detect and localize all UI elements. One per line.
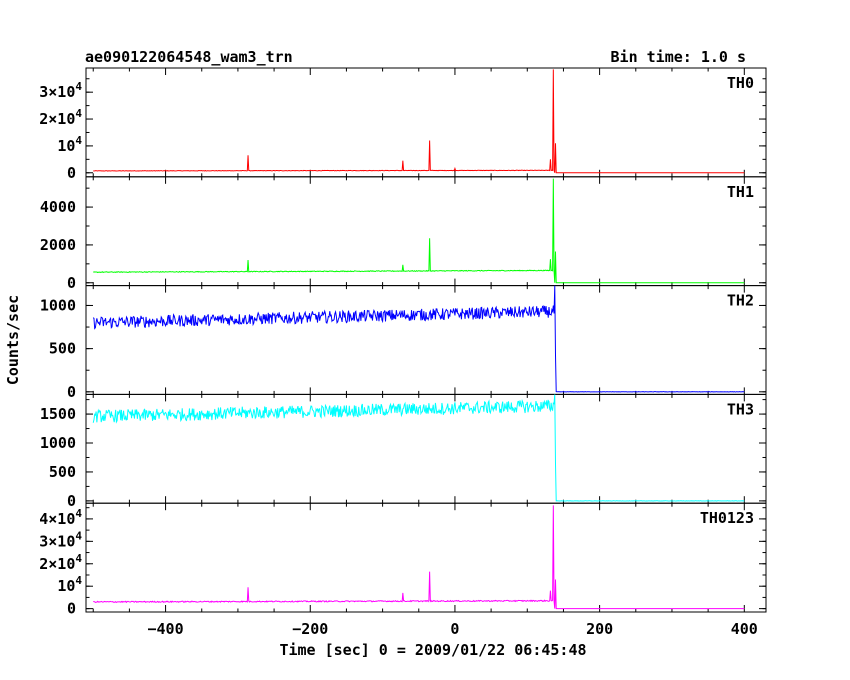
y-tick-label: 2×104 <box>39 552 82 573</box>
series-line-TH0123 <box>93 505 745 610</box>
y-tick-label: 2000 <box>40 236 76 254</box>
x-tick-label: −400 <box>148 620 184 638</box>
panel-label-TH2: TH2 <box>727 292 754 310</box>
y-tick-label: 0 <box>67 600 76 618</box>
y-tick-label: 2×104 <box>39 107 82 128</box>
y-axis-label: Counts/sec <box>4 295 22 385</box>
y-tick-label: 1000 <box>40 434 76 452</box>
x-tick-label: −200 <box>292 620 328 638</box>
series-line-TH0 <box>93 69 745 174</box>
y-tick-label: 4000 <box>40 198 76 216</box>
y-tick-label: 500 <box>49 340 76 358</box>
panel-frame-TH1 <box>85 176 767 287</box>
y-tick-label: 1000 <box>40 296 76 314</box>
y-tick-label: 500 <box>49 463 76 481</box>
x-tick-label: 200 <box>586 620 613 638</box>
bin-time-label: Bin time: 1.0 s <box>611 48 746 66</box>
panel-label-TH3: TH3 <box>727 400 754 418</box>
series-line-TH2 <box>92 285 745 393</box>
panel-frame-TH0 <box>85 67 767 178</box>
panel-label-TH0123: TH0123 <box>700 509 754 527</box>
panel-label-TH1: TH1 <box>727 183 754 201</box>
y-tick-label: 1500 <box>40 405 76 423</box>
y-tick-label: 3×104 <box>39 529 82 550</box>
y-tick-label: 0 <box>67 492 76 510</box>
y-tick-label: 0 <box>67 164 76 182</box>
panel-label-TH0: TH0 <box>727 74 754 92</box>
chart-title: ae090122064548_wam3_trn <box>85 48 293 66</box>
x-tick-label: 400 <box>731 620 758 638</box>
y-tick-label: 3×104 <box>39 80 82 101</box>
y-tick-label: 104 <box>57 134 82 155</box>
x-axis-label: Time [sec] 0 = 2009/01/22 06:45:48 <box>279 641 586 659</box>
panel-frame-TH2 <box>85 285 767 395</box>
x-tick-label: 0 <box>450 620 459 638</box>
series-line-TH1 <box>93 178 745 284</box>
y-tick-label: 104 <box>57 574 82 595</box>
panel-frame-TH0123 <box>85 502 767 613</box>
series-line-TH3 <box>92 394 745 502</box>
y-tick-label: 0 <box>67 274 76 292</box>
y-tick-label: 0 <box>67 383 76 401</box>
y-tick-label: 4×104 <box>39 507 82 528</box>
